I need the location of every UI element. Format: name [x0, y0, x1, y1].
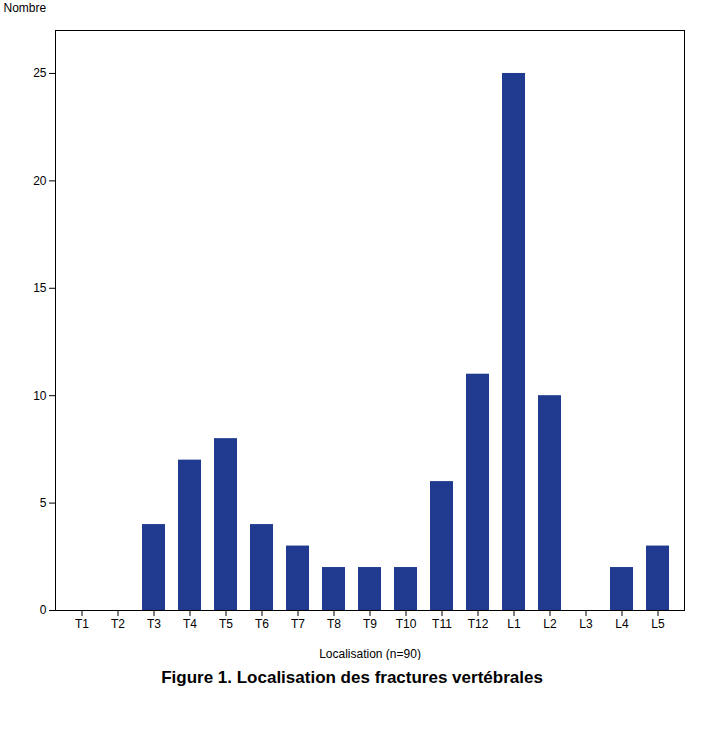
svg-text:T9: T9 — [363, 617, 377, 631]
html-text:Figure 1. Localisation des fra: Figure 1. Localisation des fractures ver… — [161, 668, 543, 687]
svg-text:Nombre: Nombre — [4, 1, 47, 15]
svg-text:T3: T3 — [147, 617, 161, 631]
svg-text:Localisation (n=90): Localisation (n=90) — [319, 647, 421, 661]
svg-text:10: 10 — [33, 389, 47, 403]
svg-text:25: 25 — [33, 66, 47, 80]
svg-text:0: 0 — [40, 603, 47, 617]
svg-text:L3: L3 — [579, 617, 593, 631]
svg-text:T1: T1 — [75, 617, 89, 631]
svg-text:T4: T4 — [183, 617, 197, 631]
svg-text:5: 5 — [40, 496, 47, 510]
svg-text:L4: L4 — [615, 617, 629, 631]
svg-text:T12: T12 — [468, 617, 489, 631]
svg-text:T5: T5 — [219, 617, 233, 631]
svg-text:T10: T10 — [396, 617, 417, 631]
svg-text:T7: T7 — [291, 617, 305, 631]
svg-text:L2: L2 — [543, 617, 557, 631]
svg-text:L1: L1 — [507, 617, 521, 631]
svg-text:T8: T8 — [327, 617, 341, 631]
svg-text:L5: L5 — [651, 617, 665, 631]
svg-text:T11: T11 — [432, 617, 452, 631]
svg-text:T2: T2 — [111, 617, 125, 631]
svg-text:T6: T6 — [255, 617, 269, 631]
svg-text:20: 20 — [33, 174, 47, 188]
svg-text:15: 15 — [33, 281, 47, 295]
